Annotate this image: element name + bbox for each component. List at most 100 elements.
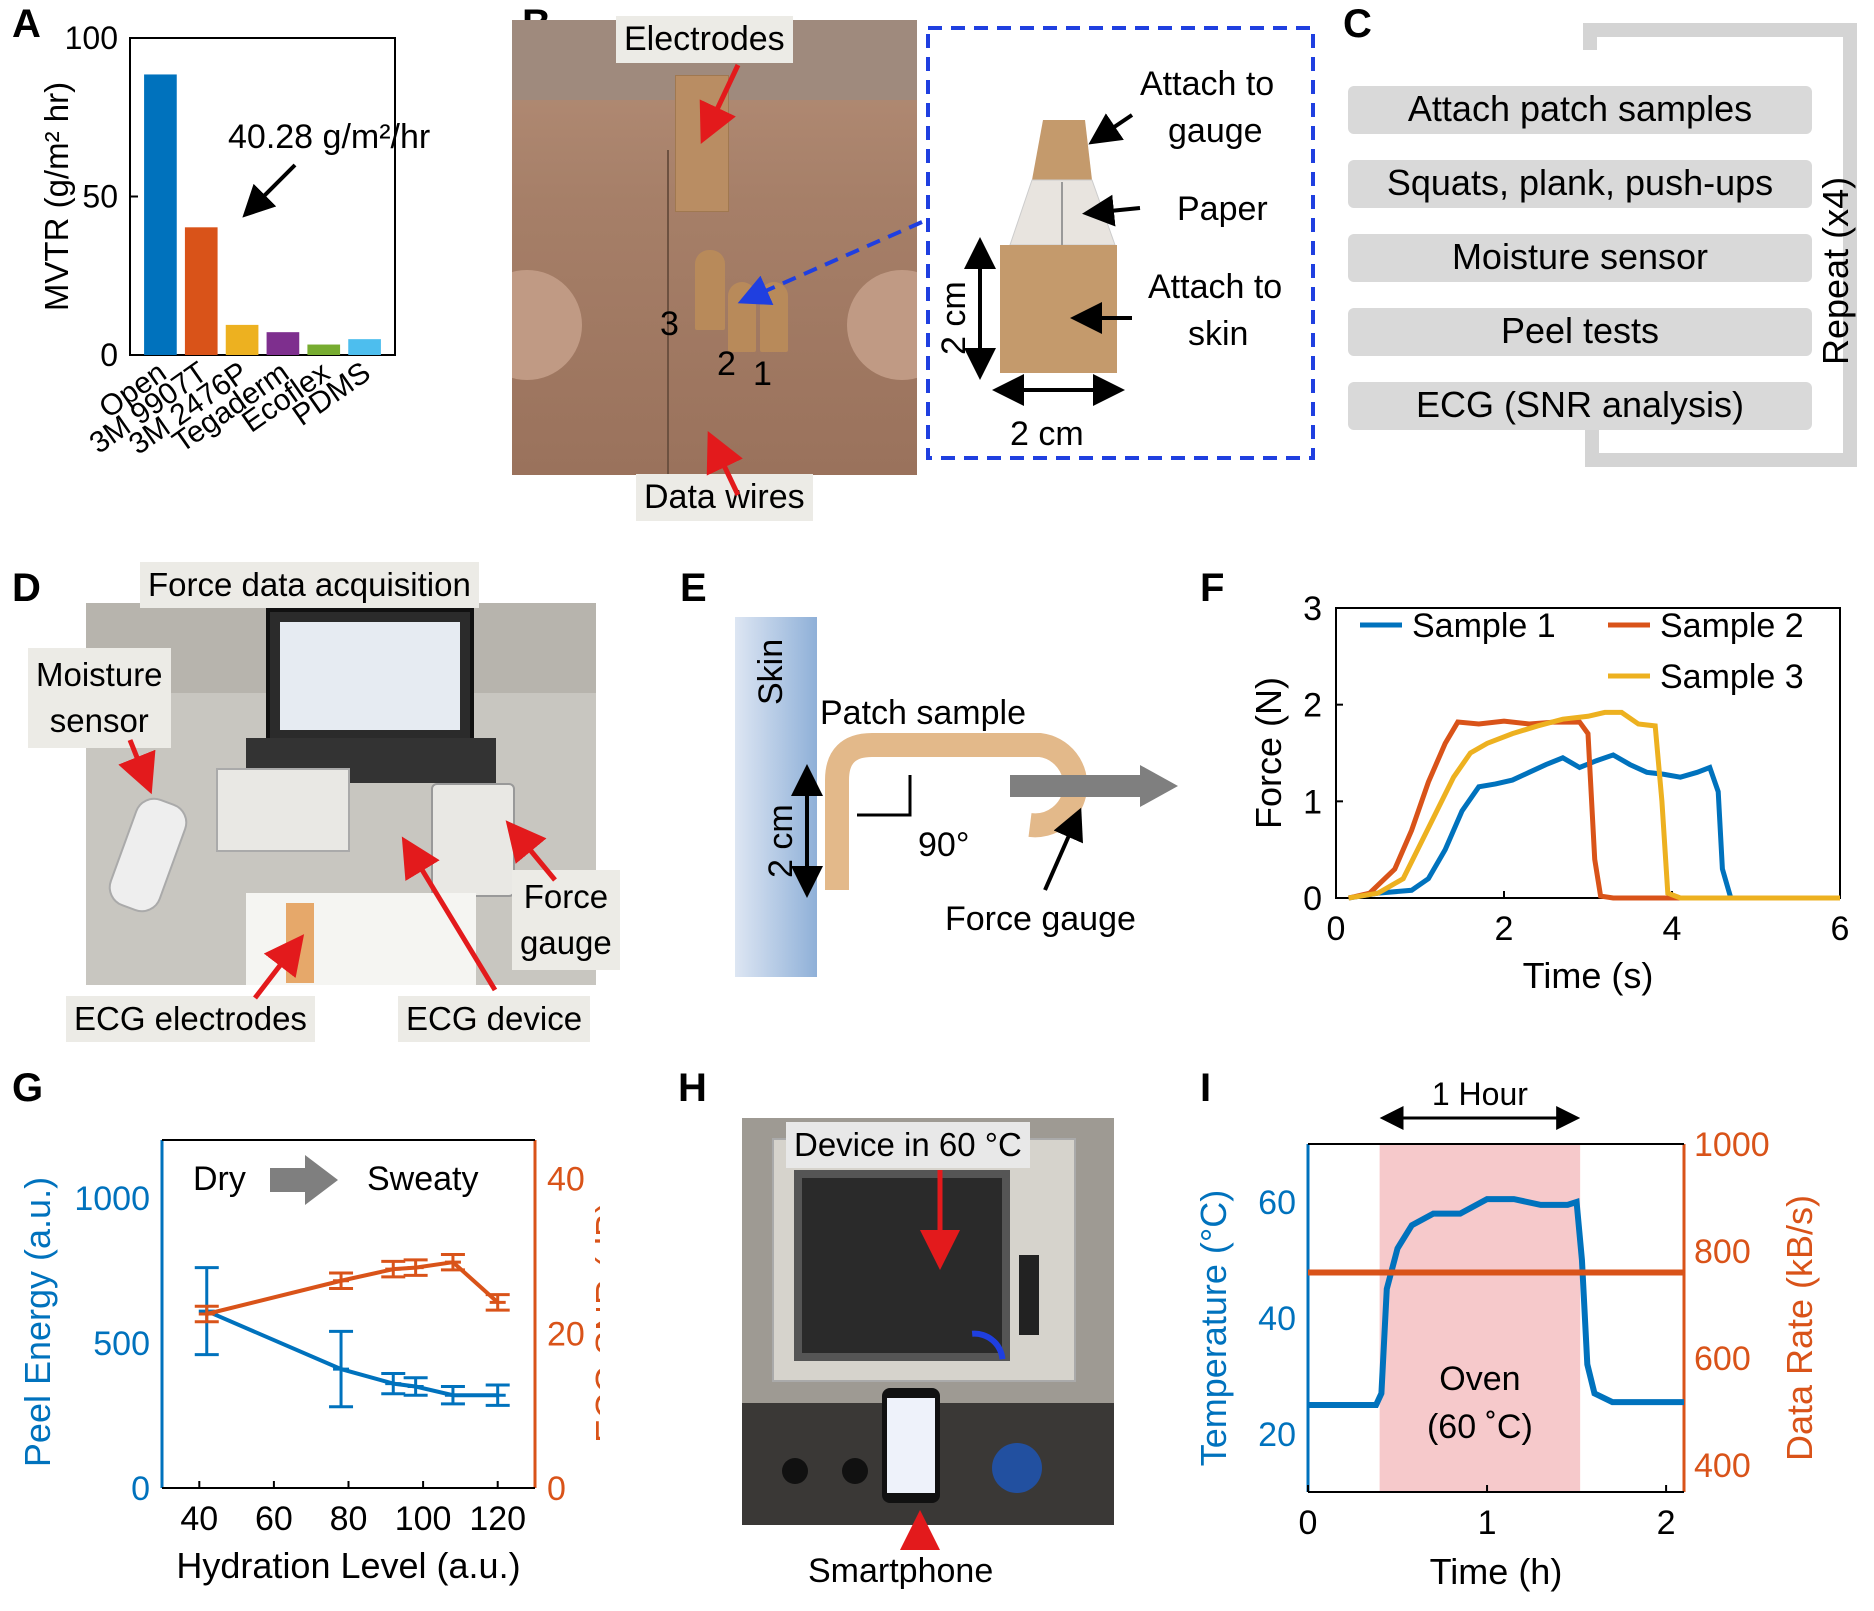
oven-device-label: Device in 60 °C [786, 1122, 1030, 1168]
y2-axis-label: ECG SNR (dB) [588, 1201, 600, 1443]
oven-window [794, 1170, 1010, 1361]
pull-arrow [1140, 765, 1178, 807]
attach-gauge-label-1: Attach to [1140, 65, 1274, 103]
data-wires-arrow [706, 430, 743, 497]
force-daq-box [216, 768, 350, 852]
smartphone-device [882, 1388, 940, 1503]
x-axis-label: Time (h) [1430, 1551, 1563, 1592]
oven-photo [742, 1118, 1114, 1525]
chart-g: 40 60 80 100 120 0 500 1000 0 20 40 Hydration Level… [17, 1139, 600, 1586]
smartphone-label: Smartphone [808, 1552, 994, 1590]
y2-axis-label: Data Rate (kB/s) [1779, 1195, 1820, 1461]
dim-label: 2 cm [762, 804, 800, 878]
panel-b-overlay: Attach to gauge Paper Attach to skin 2 c… [699, 26, 1315, 497]
force-gauge-label: Force gauge [512, 870, 620, 970]
angle-mark [857, 775, 912, 817]
dim-horizontal-label: 2 cm [1010, 415, 1084, 453]
bar [144, 74, 177, 355]
moisture-sensor-label: Moisture sensor [28, 648, 171, 748]
y-tick-label: 0 [131, 1470, 150, 1508]
x-axis-label: Time (s) [1523, 955, 1654, 996]
skin-label: Skin [752, 639, 790, 705]
ecg-electrodes-label: ECG electrodes [66, 996, 315, 1042]
flow-diagram [1583, 23, 1857, 467]
panel-label-c: C [1343, 2, 1372, 46]
y-axis-label: Peel Energy (a.u.) [17, 1177, 58, 1467]
x-axis-label: Hydration Level (a.u.) [176, 1545, 520, 1586]
force-gauge-label-1: Force [523, 878, 609, 915]
repeat-label: Repeat (x4) [1815, 177, 1856, 365]
setup-photo [86, 603, 596, 985]
panel-h-arrows [900, 1170, 960, 1550]
x-tick-label: 60 [255, 1500, 293, 1538]
patch-label: Patch sample [820, 694, 1026, 732]
repeat-loop [1583, 23, 1857, 467]
panel-label-f: F [1200, 566, 1225, 610]
sweaty-label: Sweaty [367, 1160, 479, 1198]
x-tick-label: 4 [1663, 910, 1682, 948]
dim-vertical-label: 2 cm [935, 281, 973, 355]
force-gauge-arrow-e [1043, 807, 1083, 891]
legend-label: Sample 2 [1660, 607, 1804, 645]
gauge-clamp [1010, 775, 1140, 797]
oven-door [772, 1138, 1076, 1382]
x-tick-label: 40 [180, 1500, 218, 1538]
y2-tick-label: 0 [547, 1470, 566, 1508]
x-tick-label: 80 [330, 1500, 368, 1538]
step-4-label: Peel tests [1500, 310, 1660, 351]
hour-label: 1 Hour [1432, 1076, 1528, 1112]
attach-skin-label-1: Attach to [1148, 268, 1282, 306]
ecg-device-arrow [401, 836, 498, 992]
paper-label: Paper [1177, 190, 1268, 228]
panel-d-arrows [118, 739, 557, 1000]
moisture-label-1: Moisture [36, 656, 163, 693]
panel-label-g: G [12, 1066, 44, 1110]
y-tick-label: 40 [1258, 1300, 1296, 1338]
y2-tick-label: 20 [547, 1315, 585, 1353]
bar [307, 344, 341, 355]
legend-label: Sample 1 [1412, 607, 1556, 645]
callout-arrow [242, 163, 297, 218]
y-tick-label: 100 [65, 20, 118, 56]
force-gauge-label-e: Force gauge [945, 900, 1136, 938]
panel-label-i: I [1200, 1066, 1212, 1110]
zoom-box [926, 26, 1315, 460]
step-3 [1348, 234, 1812, 282]
series-line [1348, 718, 1840, 901]
step-1-label: Attach patch samples [1407, 88, 1753, 129]
gauge-tab [1032, 120, 1092, 180]
electrodes-label: Electrodes [616, 16, 793, 63]
chart-f: 0 2 4 6 0 1 2 3 Time (s) Force (N) Sample 1 Sample … [1248, 590, 1849, 996]
x-tick-label: 0 [1299, 1504, 1318, 1542]
force-gauge-arrow [505, 820, 557, 882]
dry-to-sweaty-arrow [270, 1155, 338, 1205]
zoom-arrow [737, 220, 923, 305]
y-tick-label: 0 [100, 337, 118, 373]
plot-frame [1335, 607, 1841, 899]
y2-tick-label: 800 [1694, 1233, 1751, 1271]
y-tick-label: 1000 [74, 1180, 150, 1218]
step-2 [1348, 160, 1812, 208]
legend-label: Sample 3 [1660, 658, 1804, 696]
oven-dial [992, 1443, 1042, 1493]
step-4 [1348, 308, 1812, 356]
laptop-display [280, 622, 460, 730]
dry-label: Dry [193, 1160, 246, 1198]
panel-label-a: A [12, 2, 41, 46]
y-axis-label: Temperature (°C) [1193, 1190, 1234, 1466]
oven-knob-2 [842, 1458, 868, 1484]
step-2-label: Squats, plank, push-ups [1386, 162, 1774, 203]
y-tick-label: 2 [1303, 687, 1322, 725]
patch-sample-3 [695, 250, 725, 330]
laptop-screen [266, 608, 474, 746]
peel-diagram: Skin 2 cm 90° Patch sample Force gauge [735, 617, 1178, 977]
ecg-device-label: ECG device [398, 996, 591, 1042]
sample-number-1: 1 [753, 355, 772, 393]
y2-tick-label: 1000 [1694, 1126, 1770, 1164]
y-tick-label: 50 [82, 179, 118, 215]
y-tick-label: 0 [1303, 880, 1322, 918]
data-wires-label: Data wires [636, 474, 813, 521]
angle-label: 90° [918, 826, 969, 864]
x-tick-label: 120 [469, 1500, 526, 1538]
